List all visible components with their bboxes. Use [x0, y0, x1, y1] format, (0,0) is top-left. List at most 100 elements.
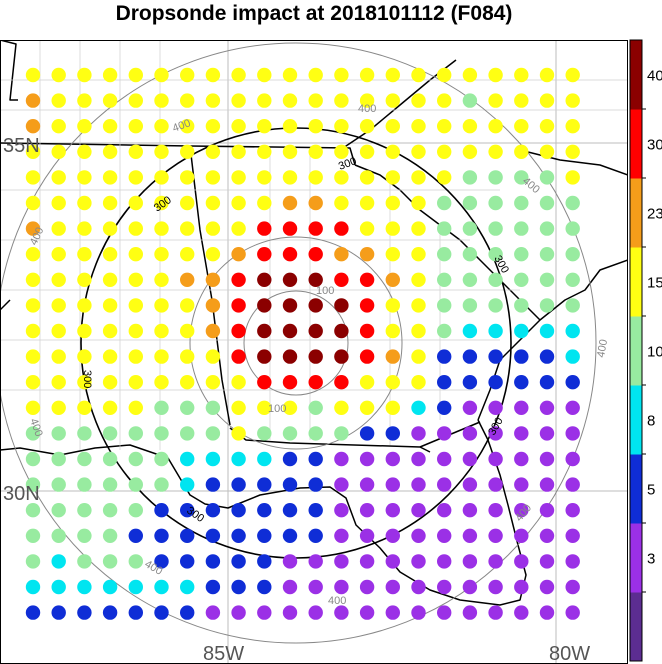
impact-dot — [205, 93, 221, 108]
impact-dot — [180, 67, 195, 83]
colorbar-segment — [630, 592, 642, 662]
impact-dot — [102, 400, 118, 415]
impact-dot — [308, 170, 323, 185]
impact-dot — [565, 195, 580, 211]
impact-dot — [25, 605, 41, 620]
impact-dot — [411, 503, 426, 518]
impact-dot — [462, 400, 478, 415]
impact-dot — [282, 477, 298, 492]
impact-dot — [205, 503, 221, 518]
impact-dot — [334, 298, 349, 313]
impact-dot — [334, 579, 349, 595]
impact-dot — [205, 323, 221, 339]
impact-dot — [359, 67, 375, 83]
impact-dot — [514, 477, 529, 492]
impact-dot — [359, 323, 375, 339]
impact-dot — [488, 170, 503, 185]
impact-dot — [565, 477, 580, 492]
impact-dot — [257, 93, 272, 108]
impact-dot — [411, 451, 426, 467]
impact-dot — [102, 528, 118, 543]
impact-dot — [25, 426, 41, 441]
impact-dot — [231, 298, 246, 313]
impact-dot — [154, 93, 169, 108]
impact-dot — [514, 375, 529, 390]
impact-dot — [51, 323, 66, 339]
colorbar-label: 40 — [647, 68, 662, 85]
impact-dot — [282, 349, 298, 364]
impact-dot — [437, 605, 452, 620]
impact-dot — [488, 119, 503, 134]
impact-dot — [180, 579, 195, 595]
colorbar-label: 10 — [647, 344, 662, 361]
impact-dot — [128, 400, 143, 415]
impact-dot — [565, 400, 580, 415]
distance-rings — [0, 42, 597, 644]
impact-dot — [359, 247, 375, 262]
colorbar-label: 8 — [647, 413, 655, 430]
impact-dot — [180, 272, 195, 287]
impact-dot — [51, 400, 66, 415]
impact-dot — [437, 119, 452, 134]
impact-dot — [334, 426, 349, 441]
impact-dot — [128, 144, 143, 159]
impact-dot — [359, 528, 375, 543]
impact-dot — [25, 349, 41, 364]
impact-dot — [437, 247, 452, 262]
impact-dot — [514, 247, 529, 262]
impact-dot — [359, 451, 375, 467]
impact-dot — [308, 247, 323, 262]
impact-dot — [514, 93, 529, 108]
impact-dot — [180, 195, 195, 211]
impact-dot — [462, 247, 478, 262]
impact-dot — [51, 221, 66, 236]
impact-dot — [308, 426, 323, 441]
impact-dot — [77, 144, 92, 159]
impact-dot — [282, 605, 298, 620]
impact-dot — [488, 477, 503, 492]
impact-dot — [154, 298, 169, 313]
colorbar-segment — [630, 40, 642, 110]
impact-dot — [385, 426, 400, 441]
impact-dot — [565, 272, 580, 287]
impact-dot — [411, 554, 426, 569]
impact-dot — [462, 119, 478, 134]
impact-dot — [102, 323, 118, 339]
impact-dot — [539, 528, 555, 543]
impact-dot — [154, 119, 169, 134]
impact-dot — [77, 272, 92, 287]
impact-dot — [257, 119, 272, 134]
impact-dot — [180, 375, 195, 390]
impact-dot — [514, 272, 529, 287]
impact-dot — [462, 528, 478, 543]
impact-dot — [282, 503, 298, 518]
impact-dot — [282, 579, 298, 595]
impact-dot — [282, 400, 298, 415]
impact-dot — [539, 605, 555, 620]
impact-dot — [231, 503, 246, 518]
impact-dot — [128, 67, 143, 83]
impact-dot — [257, 554, 272, 569]
impact-dot — [77, 119, 92, 134]
impact-dot — [231, 170, 246, 185]
impact-dot — [308, 323, 323, 339]
impact-dot — [77, 247, 92, 262]
impact-dot — [437, 477, 452, 492]
impact-dot — [180, 400, 195, 415]
impact-dot — [180, 477, 195, 492]
impact-dot — [154, 67, 169, 83]
colorbar-segment — [630, 109, 642, 179]
impact-dot — [180, 503, 195, 518]
impact-dot — [231, 400, 246, 415]
impact-dot — [51, 605, 66, 620]
lon-label-80w: 80W — [549, 643, 590, 664]
impact-dot — [437, 375, 452, 390]
impact-dot — [154, 554, 169, 569]
colorbar-label: 23 — [647, 206, 662, 223]
ring-label-100b: 100 — [268, 403, 286, 415]
impact-dot — [488, 503, 503, 518]
impact-dot — [437, 93, 452, 108]
impact-dot — [514, 554, 529, 569]
impact-dot — [308, 119, 323, 134]
impact-dot — [128, 426, 143, 441]
